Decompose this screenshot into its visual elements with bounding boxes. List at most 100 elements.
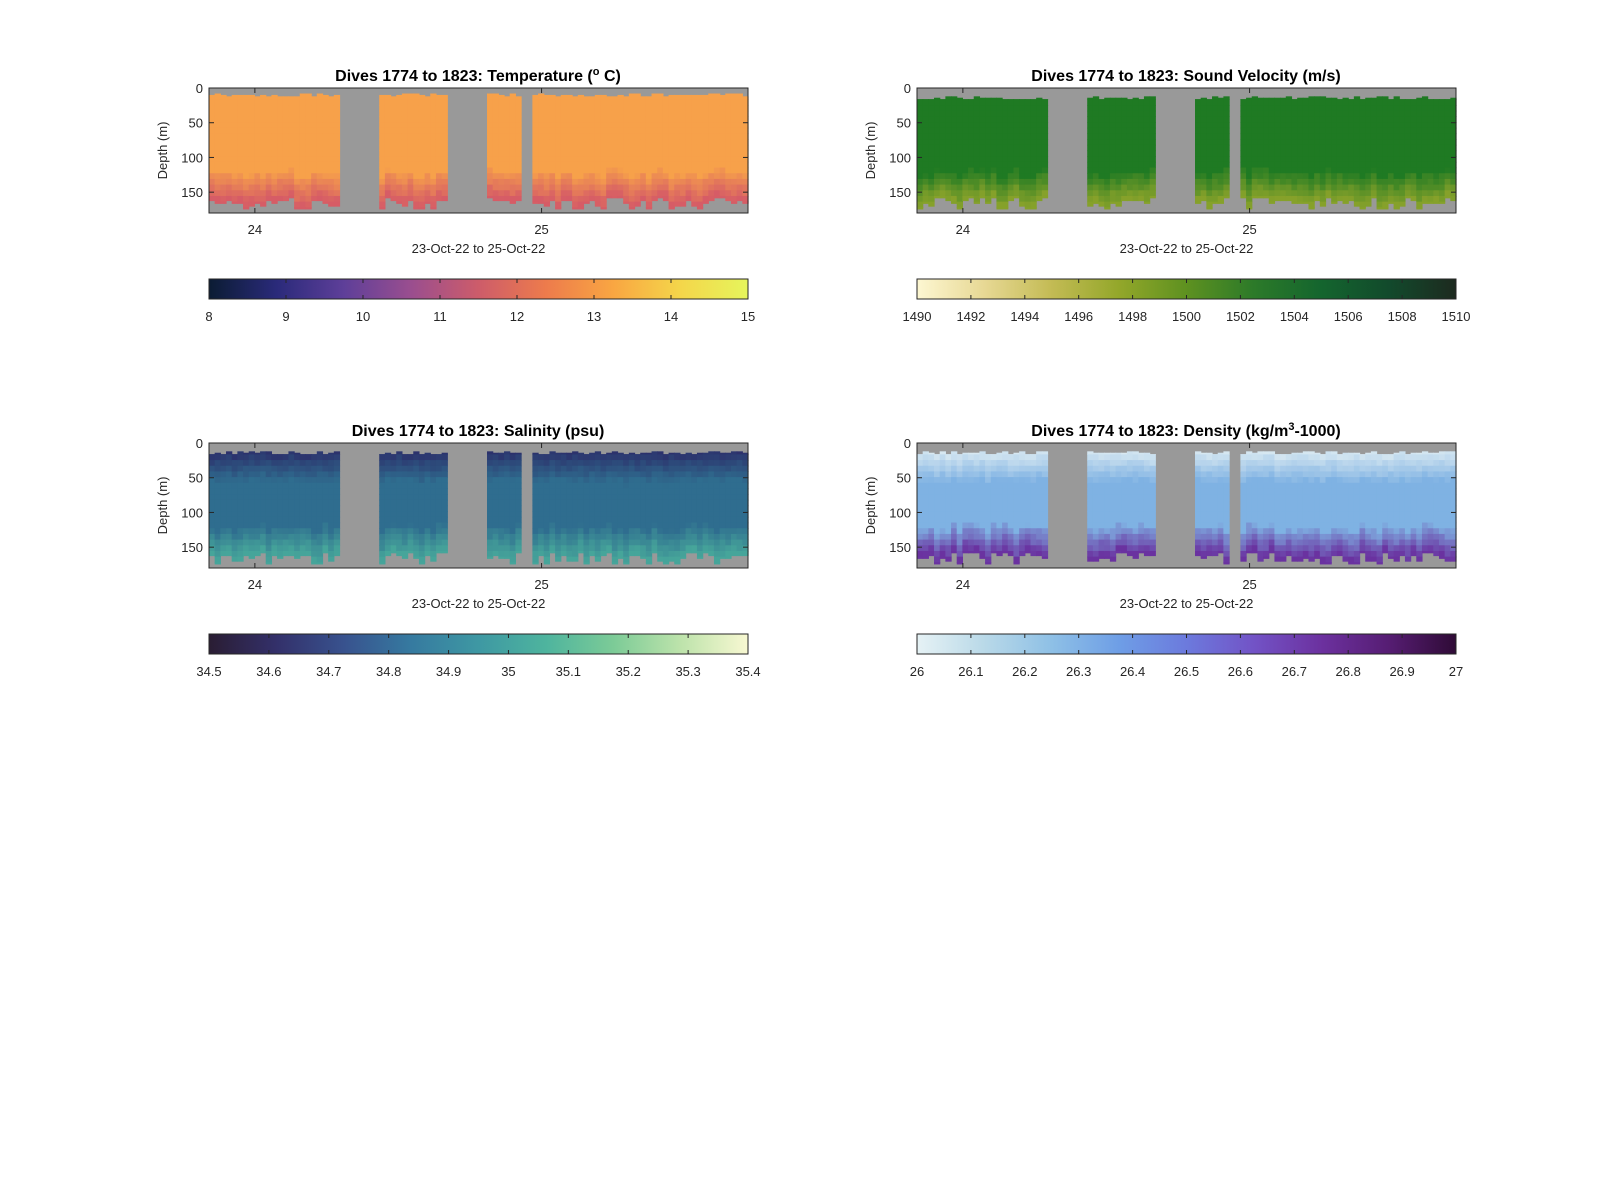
heatmap-cell (487, 528, 494, 535)
heatmap-cell (945, 533, 952, 541)
heatmap-cell (939, 488, 946, 495)
heatmap-cell (413, 505, 420, 512)
heatmap-cell (713, 190, 721, 197)
heatmap-cell (333, 178, 341, 186)
heatmap-cell (668, 505, 675, 512)
heatmap-cell (1376, 190, 1383, 197)
heatmap-cell (1087, 122, 1094, 129)
heatmap-cell (277, 116, 284, 123)
heatmap-cell (396, 545, 403, 552)
heatmap-cell (611, 499, 619, 507)
heatmap-cell (1393, 116, 1400, 123)
heatmap-cell (1268, 127, 1276, 135)
heatmap-cell (945, 482, 952, 490)
heatmap-cell (305, 139, 312, 146)
heatmap-cell (634, 133, 641, 140)
heatmap-cell (1387, 105, 1395, 112)
heatmap-cell (549, 471, 556, 478)
heatmap-cell (1263, 167, 1270, 174)
heatmap-cell (538, 127, 545, 135)
heatmap-cell (407, 494, 414, 501)
heatmap-cell (413, 460, 420, 467)
heatmap-cell (657, 156, 664, 163)
heatmap-cell (254, 505, 261, 512)
heatmap-cell (1092, 133, 1100, 140)
heatmap-cell (589, 545, 596, 552)
heatmap-cell (1297, 110, 1304, 118)
heatmap-cell (214, 562, 221, 565)
heatmap-cell (549, 161, 556, 169)
heatmap-cell (260, 110, 267, 118)
heatmap-cell (1138, 105, 1145, 112)
heatmap-cell (209, 454, 216, 461)
heatmap-cell (277, 465, 284, 473)
heatmap-cell (543, 105, 551, 112)
heatmap-cell (435, 133, 443, 140)
heatmap-cell (702, 488, 709, 495)
heatmap-cell (1331, 139, 1338, 146)
heatmap-cell (939, 150, 946, 157)
heatmap-cell (1143, 178, 1151, 186)
heatmap-cell (305, 99, 312, 106)
heatmap-cell (1200, 144, 1207, 152)
heatmap-cell (492, 452, 499, 455)
heatmap-cell (730, 105, 738, 112)
heatmap-cell (1376, 99, 1383, 106)
heatmap-cell (685, 488, 692, 495)
heatmap-cell (418, 161, 426, 169)
heatmap-cell (651, 454, 658, 461)
heatmap-cell (271, 516, 278, 524)
heatmap-cell (968, 110, 975, 118)
heatmap-cell (1092, 201, 1100, 204)
heatmap-cell (1302, 195, 1310, 203)
heatmap-cell (566, 522, 573, 529)
heatmap-cell (555, 452, 562, 455)
heatmap-cell (328, 471, 335, 478)
heatmap-cell (725, 533, 732, 541)
heatmap-cell (713, 550, 721, 558)
heatmap-cell (1325, 99, 1332, 106)
heatmap-cell (555, 505, 562, 512)
heatmap-cell (515, 522, 522, 529)
heatmap-cell (214, 167, 221, 174)
heatmap-cell (1285, 122, 1293, 129)
heatmap-cell (928, 201, 935, 207)
heatmap-cell (1268, 116, 1276, 123)
heatmap-cell (509, 562, 516, 565)
heatmap-cell (509, 116, 516, 123)
heatmap-cell (583, 178, 590, 186)
heatmap-cell (1024, 99, 1032, 106)
heatmap-cell (254, 144, 261, 152)
heatmap-cell (951, 477, 958, 484)
heatmap-cell (322, 105, 329, 112)
heatmap-cell (413, 465, 420, 473)
heatmap-cell (1280, 133, 1287, 140)
heatmap-cell (668, 195, 675, 203)
heatmap-cell (945, 139, 952, 146)
heatmap-cell (973, 139, 981, 146)
heatmap-cell (696, 150, 704, 157)
heatmap-cell (1336, 173, 1344, 180)
heatmap-cell (231, 139, 238, 146)
heatmap-cell (640, 471, 647, 478)
heatmap-cell (237, 178, 244, 186)
heatmap-cell (1382, 133, 1389, 140)
heatmap-cell (1223, 96, 1230, 100)
heatmap-cell (1149, 116, 1156, 123)
heatmap-cell (305, 545, 312, 552)
heatmap-cell (265, 511, 273, 518)
heatmap-cell (532, 127, 539, 135)
heatmap-cell (634, 471, 641, 478)
heatmap-cell (396, 99, 403, 106)
heatmap-cell (1393, 139, 1400, 146)
heatmap-cell (333, 482, 341, 490)
heatmap-cell (1331, 99, 1338, 106)
heatmap-cell (271, 116, 278, 123)
heatmap-cell (299, 528, 307, 535)
heatmap-cell (951, 465, 958, 473)
heatmap-cell (1104, 173, 1111, 180)
heatmap-cell (577, 477, 585, 484)
heatmap-cell (1433, 139, 1440, 146)
heatmap-cell (617, 533, 624, 541)
heatmap-cell (1143, 116, 1151, 123)
